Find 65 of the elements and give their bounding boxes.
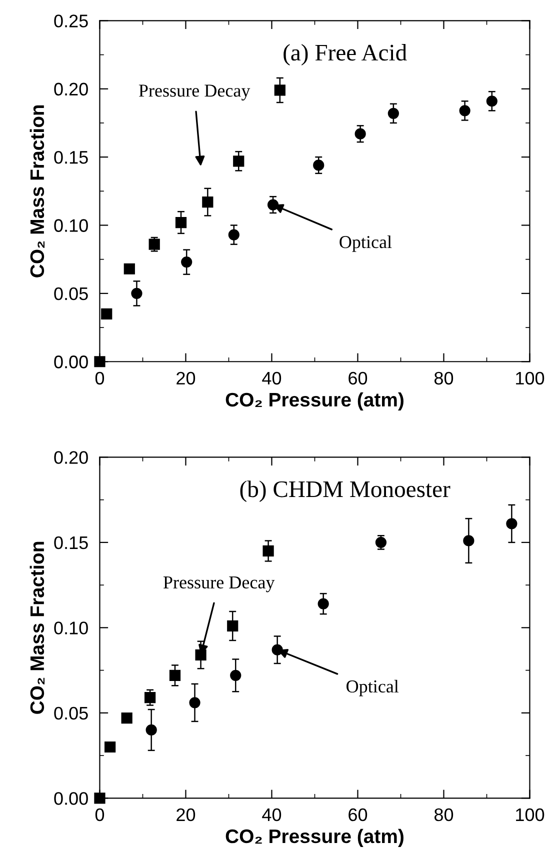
- point: [169, 670, 181, 681]
- y-tick-label: 0.10: [54, 219, 88, 232]
- x-axis-title: CO₂ Pressure (atm): [226, 392, 404, 410]
- x-tick-label: 60: [348, 372, 368, 385]
- point: [101, 308, 112, 320]
- y-tick-label: 0.00: [54, 792, 88, 805]
- y-tick-label: 0.05: [54, 706, 88, 720]
- x-tick-label: 20: [176, 808, 196, 822]
- point: [202, 196, 214, 208]
- x-tick-label: 0: [95, 808, 104, 822]
- x-tick-label: 60: [348, 808, 368, 822]
- y-tick-label: 0.25: [54, 14, 88, 28]
- point: [181, 256, 192, 268]
- text: (b) CHDM Monoester: [240, 480, 450, 502]
- point: [230, 670, 242, 681]
- point: [124, 263, 135, 274]
- point: [262, 545, 274, 557]
- x-tick-label: 80: [434, 372, 454, 385]
- point: [272, 644, 283, 656]
- point: [195, 649, 206, 660]
- x-tick-label: 0: [95, 372, 104, 385]
- y-tick-label: 0.00: [54, 356, 88, 368]
- point: [144, 692, 156, 704]
- x-tick-label: 40: [262, 372, 282, 385]
- point: [148, 238, 160, 250]
- text: (a) Free Acid: [284, 44, 407, 66]
- point: [486, 96, 498, 107]
- y-tick-label: 0.15: [54, 536, 88, 550]
- y-tick-label: 0.20: [54, 451, 88, 464]
- y-tick-label: 0.05: [54, 287, 88, 300]
- point: [267, 199, 279, 210]
- point: [506, 518, 518, 530]
- point: [274, 84, 286, 96]
- point: [189, 697, 200, 708]
- x-tick-label: 40: [262, 808, 282, 822]
- point: [313, 160, 324, 171]
- point: [121, 712, 132, 724]
- point: [233, 156, 244, 167]
- point: [388, 108, 399, 119]
- point: [146, 724, 157, 736]
- point: [94, 356, 106, 368]
- y-tick-label: 0.10: [54, 622, 88, 634]
- annotation: Optical: [346, 680, 399, 696]
- point: [131, 288, 142, 299]
- point: [459, 105, 470, 116]
- y-tick-label: 0.15: [54, 150, 88, 164]
- x-tick-label: 100: [516, 372, 544, 385]
- point: [463, 535, 474, 546]
- annotation: Optical: [340, 235, 392, 252]
- point: [318, 598, 329, 610]
- x-tick-label: 100: [516, 808, 544, 822]
- x-tick-label: 20: [176, 372, 196, 385]
- y-axis-title: CO₂ Mass Fraction: [30, 105, 45, 278]
- y-tick-label: 0.20: [54, 82, 88, 96]
- point: [228, 229, 240, 240]
- annotation: Pressure Decay: [163, 576, 275, 592]
- point: [94, 792, 106, 804]
- y-axis-title: CO₂ Mass Fraction: [30, 542, 45, 714]
- point: [227, 620, 238, 632]
- point: [354, 128, 366, 140]
- x-axis-title: CO₂ Pressure (atm): [226, 828, 404, 847]
- point: [175, 216, 187, 228]
- x-tick-label: 80: [434, 808, 454, 822]
- annotation: Pressure Decay: [138, 84, 250, 100]
- point: [104, 741, 116, 753]
